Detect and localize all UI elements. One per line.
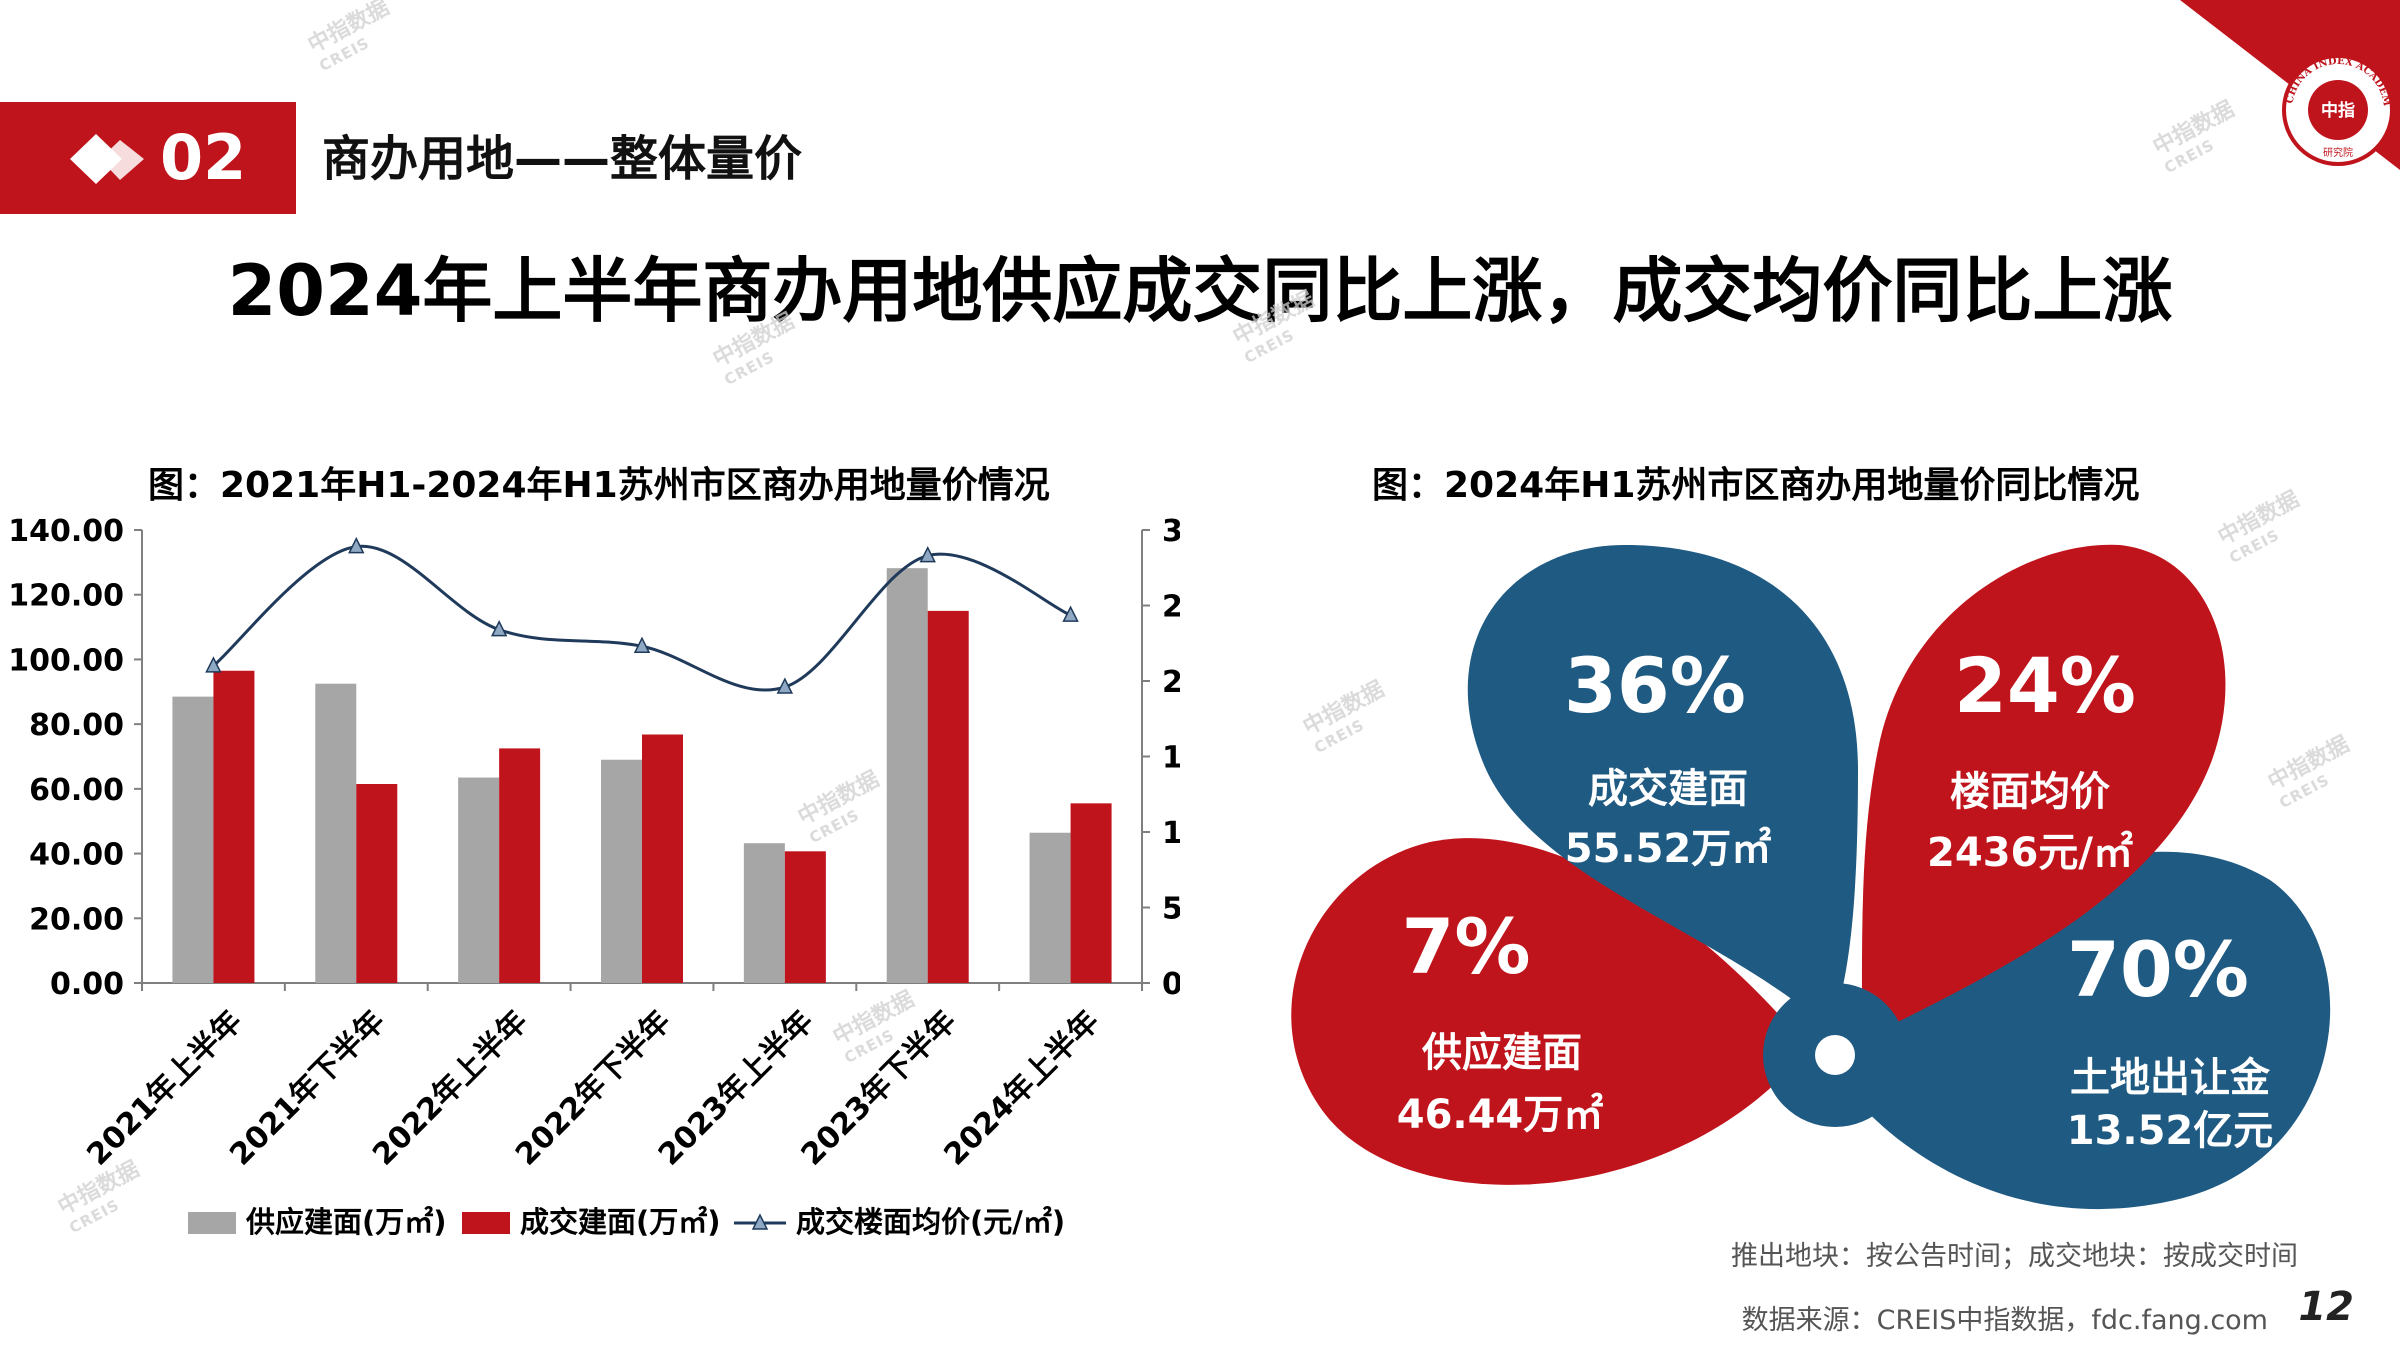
line-price-point xyxy=(348,536,365,554)
bar-supply xyxy=(743,843,785,983)
y-tick-label: 140.00 xyxy=(8,514,124,549)
supply-label: 供应建面 xyxy=(1422,1030,1582,1076)
page-title: 2024年上半年商办用地供应成交同比上涨，成交均价同比上涨 xyxy=(227,250,2173,332)
y-tick-label: 120.00 xyxy=(8,579,124,614)
y-tick-label: 80.00 xyxy=(29,708,124,743)
line-price-point xyxy=(919,545,936,563)
bar-deal xyxy=(213,670,255,983)
legend-swatch-supply xyxy=(188,1212,236,1234)
y-tick-label: 40.00 xyxy=(29,838,124,873)
land-revenue-pct: 70% xyxy=(2067,925,2249,1014)
line-price-point xyxy=(205,656,222,673)
section-title: 商办用地——整体量价 xyxy=(322,131,803,187)
legend-label-deal: 成交建面(万㎡) xyxy=(520,1205,721,1239)
bar-deal xyxy=(784,851,826,983)
diamond-icon xyxy=(70,134,144,184)
line-price-point xyxy=(776,677,794,694)
deal-area-pct: 36% xyxy=(1564,641,1746,730)
line-price-point xyxy=(1062,605,1079,622)
bar-supply xyxy=(172,696,214,983)
bar-deal xyxy=(927,610,969,983)
section-number: 02 xyxy=(160,121,247,194)
watermark: 中指数据 CREIS xyxy=(304,0,394,76)
y-tick-label: 0.00 xyxy=(50,967,124,1002)
y2-tick-label: 1000 xyxy=(1162,816,1180,851)
x-tick-label: 2024年上半年 xyxy=(938,1004,1107,1173)
legend-label-supply: 供应建面(万㎡) xyxy=(245,1205,447,1239)
supply-value: 46.44万㎡ xyxy=(1397,1092,1604,1138)
logo-center-text: 中指 xyxy=(2321,100,2355,121)
bar-supply xyxy=(601,759,642,983)
land-revenue-label: 土地出让金 xyxy=(2070,1055,2271,1101)
land-revenue-value: 13.52亿元 xyxy=(2067,1108,2274,1154)
page-number: 12 xyxy=(2298,1284,2354,1330)
price-pct: 24% xyxy=(1954,641,2136,730)
price-value: 2436元/㎡ xyxy=(1927,830,2133,876)
data-source: 数据来源：CREIS中指数据，fdc.fang.com xyxy=(1741,1305,2268,1336)
bar-supply xyxy=(886,568,928,983)
deal-area-value: 55.52万㎡ xyxy=(1565,826,1772,872)
y2-tick-label: 500 xyxy=(1162,892,1180,927)
y2-tick-label: 0 xyxy=(1162,967,1180,1002)
y2-tick-label: 2000 xyxy=(1162,665,1180,700)
bar-deal xyxy=(356,784,398,983)
section-bar xyxy=(0,102,296,214)
y2-tick-label: 1500 xyxy=(1162,741,1180,776)
y-tick-label: 60.00 xyxy=(29,773,124,808)
petal-infographic: 36% 成交建面 55.52万㎡ 24% 楼面均价 2436元/㎡ 7% 供应建… xyxy=(1291,544,2331,1210)
data-note: 推出地块：按公告时间；成交地块：按成交时间 xyxy=(1731,1241,2298,1272)
bar-deal xyxy=(642,734,683,983)
left-chart-title: 图：2021年H1-2024年H1苏州市区商办用地量价情况 xyxy=(148,465,1050,506)
bar-deal xyxy=(1070,803,1112,983)
price-label: 楼面均价 xyxy=(1950,769,2110,815)
combo-chart: 0.00 20.00 40.00 60.00 80.00 100.00 120.00 140.… xyxy=(8,514,1180,1239)
petal-deal-area xyxy=(1467,545,1858,1030)
deal-area-label: 成交建面 xyxy=(1588,766,1748,812)
supply-pct: 7% xyxy=(1401,902,1530,991)
line-price-point xyxy=(633,636,651,654)
bar-supply xyxy=(1029,832,1071,983)
y2-tick-label: 2500 xyxy=(1162,590,1180,625)
bar-supply xyxy=(315,683,357,983)
bar-deal xyxy=(499,748,541,983)
line-price-point xyxy=(490,619,508,637)
petal-price xyxy=(1861,544,2226,1040)
legend-label-price: 成交楼面均价(元/㎡) xyxy=(796,1205,1065,1239)
logo-bottom-text: 研究院 xyxy=(2323,146,2353,159)
legend-swatch-deal xyxy=(462,1212,510,1234)
petal-center-dot xyxy=(1815,1035,1855,1075)
bar-supply xyxy=(458,777,500,983)
y-tick-label: 100.00 xyxy=(8,643,124,678)
corner-logo: CHINA INDEX ACADEMY 中指 研究院 xyxy=(2180,0,2400,170)
right-chart-title: 图：2024年H1苏州市区商办用地量价同比情况 xyxy=(1372,465,2140,506)
legend-marker-price xyxy=(751,1213,769,1230)
y-tick-label: 20.00 xyxy=(29,902,124,937)
y2-tick-label: 3000 xyxy=(1162,514,1180,549)
